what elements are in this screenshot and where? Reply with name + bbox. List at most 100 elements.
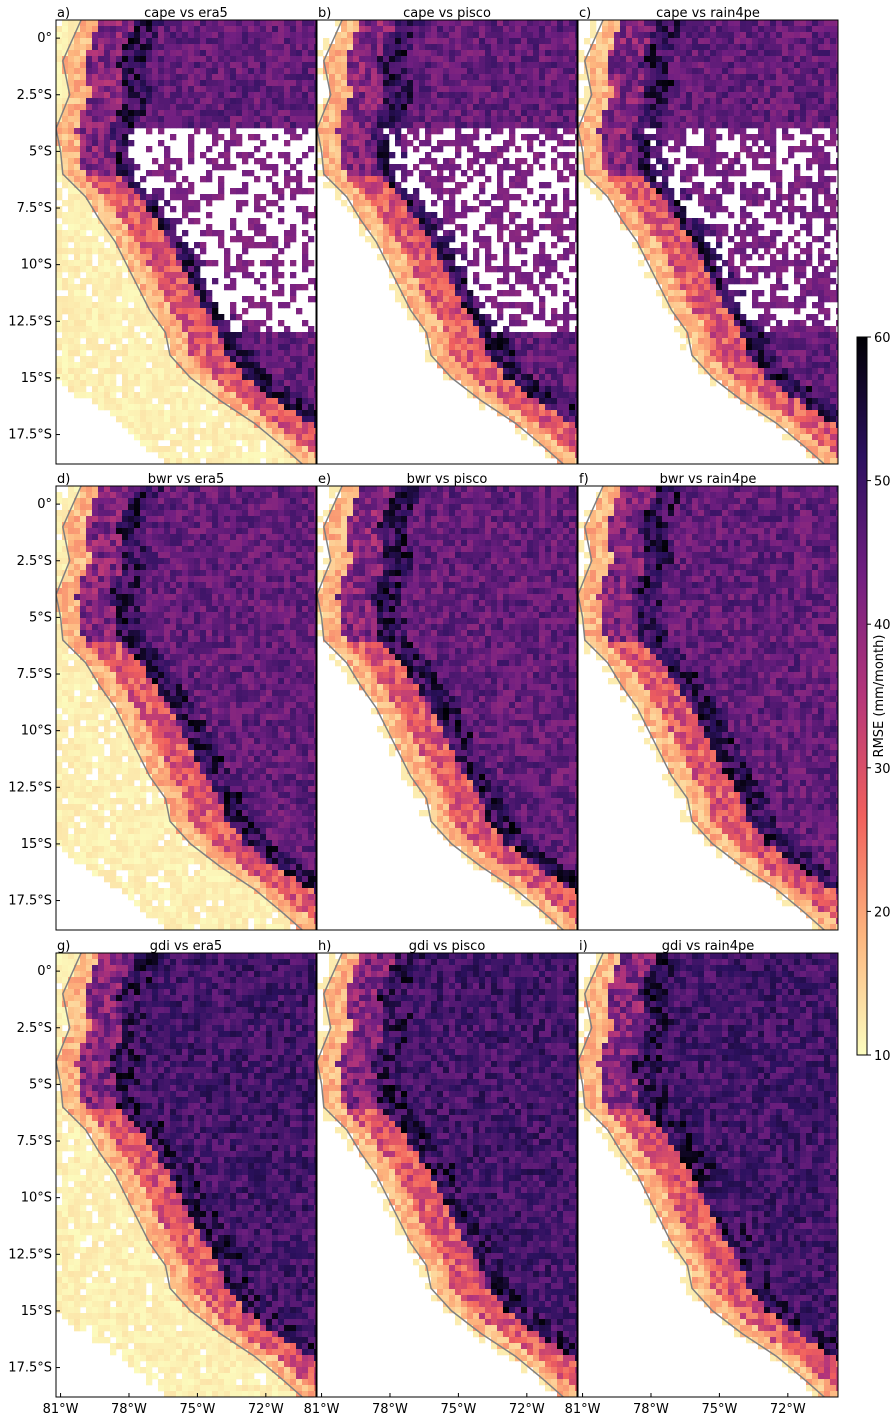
x-tick-label: 78°W — [633, 1402, 669, 1415]
x-tick-label: 75°W — [701, 1402, 737, 1415]
coastline — [578, 20, 825, 464]
colorbar-tick-label: 50 — [874, 475, 891, 490]
y-tick-label: 12.5°S — [8, 780, 52, 795]
x-tick-label: 72°W — [770, 1402, 806, 1415]
panel-a: a) cape vs era5 0° 2.5°S 5°S 7.5°S 10°S 12.5°S 1… — [8, 6, 317, 465]
y-tick-label: 12.5°S — [8, 314, 52, 329]
panel-frame — [316, 19, 578, 465]
rmse-map — [578, 20, 838, 464]
panel-title: gdi vs era5 — [150, 939, 222, 954]
panel-letter: d) — [57, 472, 70, 487]
coastline — [317, 953, 564, 1397]
panel-frame — [577, 19, 839, 465]
y-tick-label: 17.5°S — [8, 1361, 52, 1376]
panel-frame — [55, 952, 317, 1398]
y-tick-label: 0° — [37, 31, 52, 46]
rmse-map — [56, 486, 316, 930]
x-tick-label: 75°W — [440, 1402, 476, 1415]
panel-frame — [55, 485, 317, 931]
y-tick-label: 5°S — [29, 1077, 52, 1092]
y-tick-label: 5°S — [29, 610, 52, 625]
panel-title: cape vs rain4pe — [656, 6, 760, 21]
panel-letter: a) — [57, 6, 70, 21]
y-tick-label: 17.5°S — [8, 894, 52, 909]
y-tick-label: 7.5°S — [17, 201, 52, 216]
panel-frame — [316, 952, 578, 1398]
rmse-map — [317, 953, 577, 1397]
y-tick-label: 0° — [37, 497, 52, 512]
panels-group: a) cape vs era5 0° 2.5°S 5°S 7.5°S 10°S 12.5°S 1… — [8, 6, 839, 1415]
rmse-map — [56, 20, 316, 464]
coastline — [578, 953, 825, 1397]
rmse-map — [317, 20, 577, 464]
panel-b: b) cape vs pisco — [316, 6, 578, 465]
colorbar-tick-label: 20 — [874, 905, 891, 920]
panel-letter: c) — [579, 6, 591, 21]
panel-frame — [577, 485, 839, 931]
panel-title: bwr vs rain4pe — [660, 472, 757, 487]
y-tick-label: 10°S — [21, 724, 52, 739]
colorbar-tick-label: 10 — [874, 1049, 891, 1064]
coastline — [317, 486, 564, 930]
panel-h: h) gdi vs pisco 81°W 78°W 75°W 72°W — [304, 939, 578, 1415]
colorbar-ticks: 10 20 30 40 50 60 — [867, 331, 891, 1064]
panel-letter: h) — [318, 939, 331, 954]
panel-letter: b) — [318, 6, 331, 21]
panel-title: bwr vs era5 — [148, 472, 225, 487]
rmse-map — [578, 953, 838, 1397]
panel-frame — [316, 485, 578, 931]
coastline — [56, 953, 303, 1397]
coastline — [317, 20, 564, 464]
panel-d: d) bwr vs era5 0° 2.5°S 5°S 7.5°S 10°S 12.5°S 15… — [8, 472, 317, 931]
y-tick-label: 15°S — [21, 837, 52, 852]
colorbar-gradient — [856, 336, 868, 1056]
x-tick-label: 72°W — [248, 1402, 284, 1415]
x-tick-label: 81°W — [565, 1402, 601, 1415]
x-tick-label: 81°W — [304, 1402, 340, 1415]
rmse-map — [56, 953, 316, 1397]
colorbar-tick-label: 60 — [874, 331, 891, 346]
y-tick-label: 15°S — [21, 1304, 52, 1319]
panel-f: f) bwr vs rain4pe — [577, 472, 839, 931]
panel-letter: e) — [318, 472, 331, 487]
x-tick-label: 72°W — [509, 1402, 545, 1415]
panel-title: cape vs era5 — [144, 6, 228, 21]
panel-letter: i) — [579, 939, 588, 954]
colorbar: 10 20 30 40 50 60 RMSE (mm/month) — [856, 331, 891, 1064]
y-tick-label: 17.5°S — [8, 428, 52, 443]
panel-title: gdi vs pisco — [409, 939, 486, 954]
y-tick-label: 2.5°S — [17, 554, 52, 569]
panel-frame — [577, 952, 839, 1398]
rmse-map — [317, 486, 577, 930]
panel-i: i) gdi vs rain4pe 81°W 78°W 75°W 72°W — [565, 939, 839, 1415]
panel-e: e) bwr vs pisco — [316, 472, 578, 931]
rmse-map — [578, 486, 838, 930]
panel-frame — [55, 19, 317, 465]
y-tick-label: 5°S — [29, 144, 52, 159]
colorbar-tick-label: 40 — [874, 618, 891, 633]
panel-title: bwr vs pisco — [407, 472, 488, 487]
panel-letter: f) — [579, 472, 589, 487]
panel-letter: g) — [57, 939, 70, 954]
coastline — [578, 486, 825, 930]
colorbar-tick-label: 30 — [874, 762, 891, 777]
x-tick-label: 78°W — [111, 1402, 147, 1415]
y-tick-label: 7.5°S — [17, 1134, 52, 1149]
panel-c: c) cape vs rain4pe — [577, 6, 839, 465]
y-tick-label: 2.5°S — [17, 88, 52, 103]
coastline — [56, 486, 303, 930]
y-tick-label: 10°S — [21, 1191, 52, 1206]
panel-title: gdi vs rain4pe — [662, 939, 755, 954]
panel-g: g) gdi vs era5 0° 2.5°S 5°S 7.5°S 10°S 12.5°S 15… — [8, 939, 317, 1415]
colorbar-label: RMSE (mm/month) — [872, 635, 887, 758]
y-tick-label: 15°S — [21, 371, 52, 386]
coastline — [56, 20, 303, 464]
y-tick-label: 10°S — [21, 258, 52, 273]
panel-title: cape vs pisco — [403, 6, 491, 21]
y-tick-label: 12.5°S — [8, 1247, 52, 1262]
y-tick-label: 0° — [37, 964, 52, 979]
x-tick-label: 81°W — [43, 1402, 79, 1415]
x-tick-label: 75°W — [179, 1402, 215, 1415]
y-tick-label: 2.5°S — [17, 1021, 52, 1036]
x-tick-label: 78°W — [372, 1402, 408, 1415]
